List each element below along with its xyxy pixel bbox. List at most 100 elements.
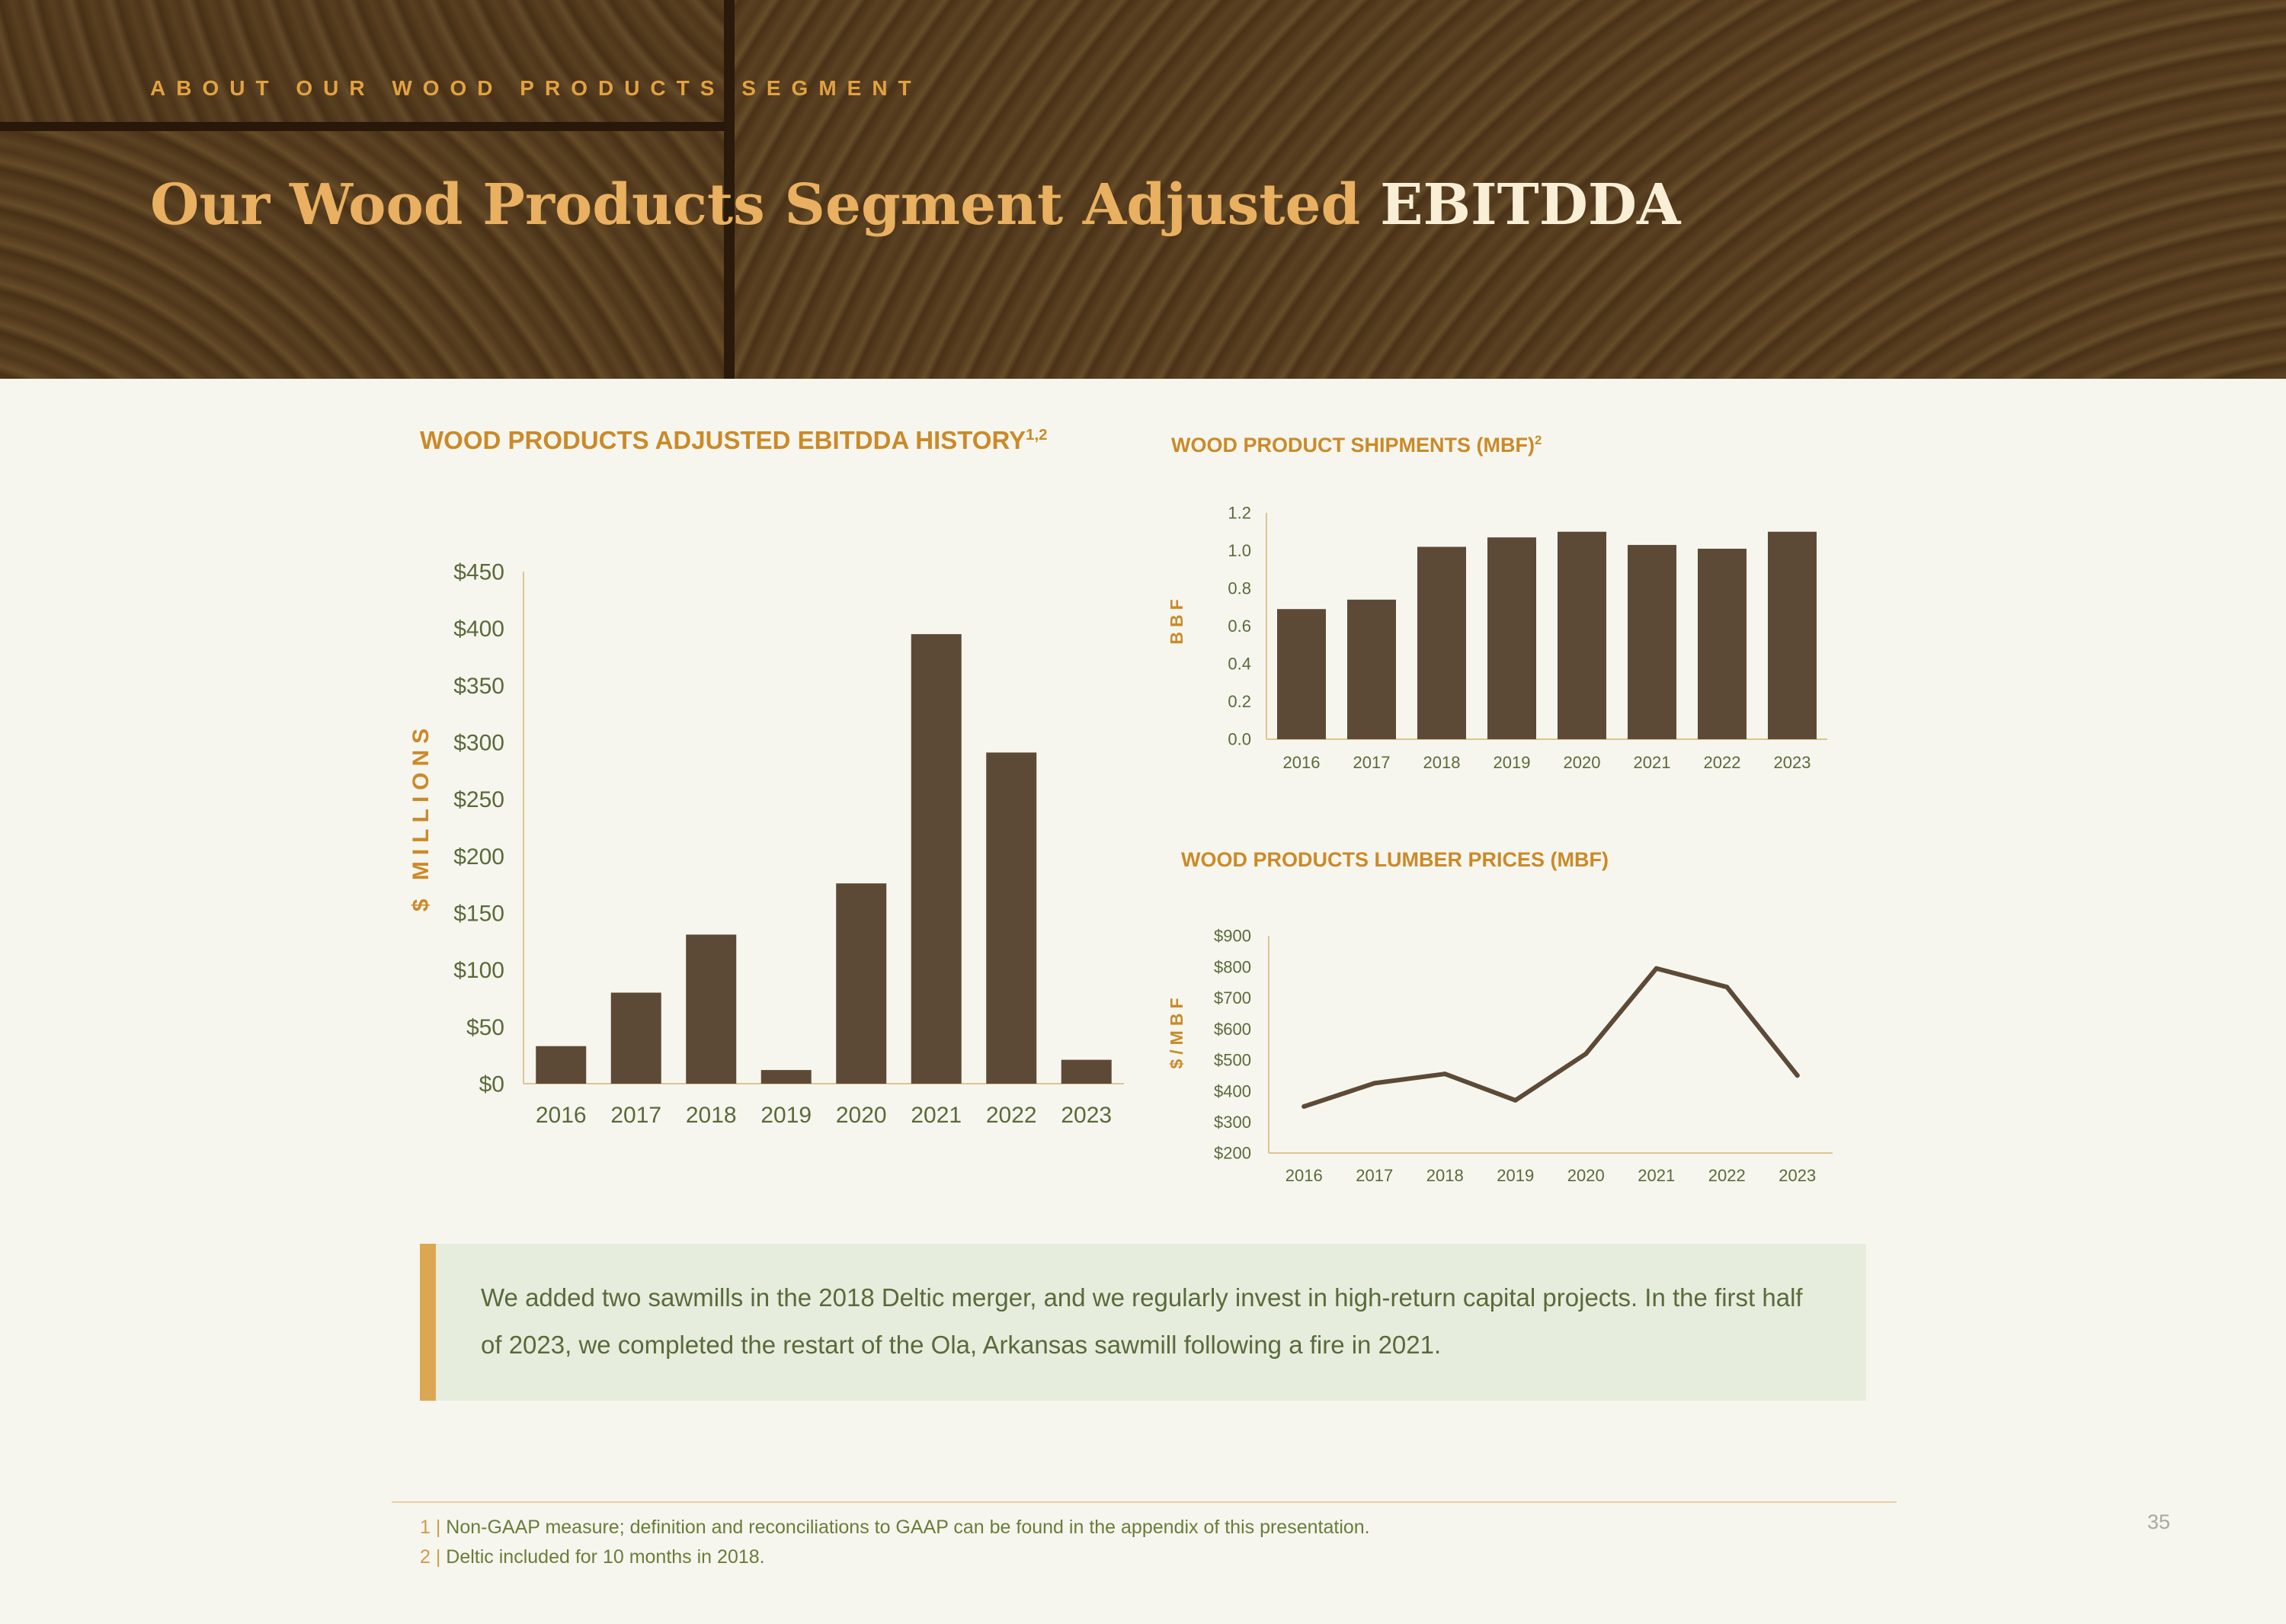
prices-data-point xyxy=(1513,1097,1518,1103)
shipments-x-tick-label: 2020 xyxy=(1564,753,1601,772)
shipments-bar xyxy=(1698,549,1747,739)
footnote-1-text: Non-GAAP measure; definition and reconci… xyxy=(446,1517,1370,1538)
ebitdda-bar xyxy=(836,883,887,1084)
ebitdda-y-tick-label: $150 xyxy=(453,902,504,927)
ebitdda-y-axis-label: $ MILLIONS xyxy=(408,722,434,911)
prices-x-tick-label: 2021 xyxy=(1638,1166,1675,1185)
shipments-bar xyxy=(1487,537,1536,739)
wood-seam xyxy=(0,122,728,131)
header-banner: ABOUT OUR WOOD PRODUCTS SEGMENT Our Wood… xyxy=(0,0,2286,379)
prices-chart-title: WOOD PRODUCTS LUMBER PRICES (MBF) xyxy=(1181,848,1609,871)
page-title: Our Wood Products Segment Adjusted EBITD… xyxy=(150,172,1680,238)
ebitdda-bar xyxy=(536,1046,587,1084)
prices-data-point xyxy=(1301,1103,1307,1109)
prices-data-point xyxy=(1724,985,1730,990)
prices-y-tick-label: $200 xyxy=(1214,1144,1251,1163)
page-title-main: Our Wood Products Segment Adjusted xyxy=(150,172,1361,238)
shipments-x-tick-label: 2023 xyxy=(1774,753,1811,772)
callout-text: We added two sawmills in the 2018 Deltic… xyxy=(481,1283,1803,1359)
shipments-chart: 0.0 0.2 0.4 0.6 0.8 1.0 1.2 BBF 2016 2017 2018 2019… xyxy=(1167,504,1827,772)
shipments-bar xyxy=(1768,531,1817,739)
ebitdda-y-tick-label: $100 xyxy=(453,958,504,983)
ebitdda-x-tick-label: 2020 xyxy=(836,1103,887,1128)
shipments-y-tick-label: 1.0 xyxy=(1228,541,1251,560)
shipments-y-tick-label: 1.2 xyxy=(1228,504,1251,523)
ebitdda-bar xyxy=(1061,1059,1112,1084)
section-eyebrow: ABOUT OUR WOOD PRODUCTS SEGMENT xyxy=(150,76,922,100)
shipments-x-tick-label: 2016 xyxy=(1283,753,1321,772)
wood-texture-block xyxy=(0,130,728,379)
prices-x-tick-label: 2019 xyxy=(1497,1166,1534,1185)
prices-y-tick-label: $500 xyxy=(1214,1051,1251,1070)
prices-y-tick-label: $700 xyxy=(1214,988,1251,1007)
shipments-y-tick-label: 0.4 xyxy=(1228,655,1251,674)
footnote-1: 1 | Non-GAAP measure; definition and rec… xyxy=(420,1517,1370,1539)
prices-y-tick-label: $900 xyxy=(1214,927,1251,946)
shipments-bar xyxy=(1417,546,1466,739)
shipments-bar xyxy=(1277,609,1326,739)
shipments-chart-title: WOOD PRODUCT SHIPMENTS (MBF)2 xyxy=(1171,433,1542,457)
ebitdda-bar xyxy=(686,934,737,1084)
shipments-chart-title-text: WOOD PRODUCT SHIPMENTS (MBF) xyxy=(1171,434,1535,456)
shipments-y-axis-label: BBF xyxy=(1167,594,1186,644)
prices-data-point xyxy=(1372,1081,1377,1086)
ebitdda-chart-title-text: WOOD PRODUCTS ADJUSTED EBITDDA HISTORY xyxy=(420,426,1026,454)
ebitdda-chart-title-footnote: 1,2 xyxy=(1026,426,1048,444)
ebitdda-y-tick-label: $300 xyxy=(453,731,504,756)
shipments-y-tick-label: 0.6 xyxy=(1228,617,1251,636)
prices-x-tick-label: 2017 xyxy=(1356,1166,1393,1185)
shipments-y-tick-label: 0.2 xyxy=(1228,692,1251,711)
prices-data-point xyxy=(1442,1071,1448,1077)
ebitdda-y-tick-label: $250 xyxy=(453,787,504,812)
shipments-bar xyxy=(1628,545,1676,739)
wood-texture-block xyxy=(0,0,728,122)
ebitdda-bar xyxy=(610,992,661,1084)
prices-chart: $200 $300 $400 $500 $600 $700 $800 $900 $/MBF 201… xyxy=(1167,927,1833,1185)
prices-y-tick-label: $400 xyxy=(1214,1081,1251,1100)
shipments-bar xyxy=(1558,531,1606,739)
footnote-1-number: 1 | xyxy=(420,1517,441,1538)
ebitdda-y-tick-label: $0 xyxy=(479,1072,504,1097)
ebitdda-y-tick-label: $400 xyxy=(453,617,504,642)
ebitdda-y-tick-label: $350 xyxy=(453,674,504,699)
footnote-divider xyxy=(392,1501,1897,1503)
shipments-x-tick-label: 2018 xyxy=(1423,753,1461,772)
banner-shade xyxy=(0,0,2286,379)
ebitdda-y-tick-label: $450 xyxy=(453,560,504,585)
shipments-chart-title-footnote: 2 xyxy=(1534,433,1542,447)
ebitdda-bar xyxy=(760,1070,812,1084)
shipments-x-tick-label: 2022 xyxy=(1704,753,1741,772)
prices-data-point xyxy=(1583,1051,1589,1056)
ebitdda-x-tick-label: 2018 xyxy=(686,1103,737,1128)
wood-seam xyxy=(724,0,735,379)
ebitdda-x-tick-label: 2016 xyxy=(536,1103,587,1128)
footnote-2-number: 2 | xyxy=(420,1546,441,1568)
page-title-highlight: EBITDDA xyxy=(1380,172,1681,238)
prices-data-point xyxy=(1654,966,1659,971)
footnote-2: 2 | Deltic included for 10 months in 201… xyxy=(420,1546,765,1568)
prices-x-tick-label: 2022 xyxy=(1708,1166,1746,1185)
ebitdda-x-tick-label: 2019 xyxy=(760,1103,812,1128)
prices-x-tick-label: 2020 xyxy=(1567,1166,1605,1185)
ebitdda-x-tick-label: 2022 xyxy=(986,1103,1037,1128)
prices-y-axis-label: $/MBF xyxy=(1167,994,1186,1069)
ebitdda-y-tick-label: $50 xyxy=(466,1015,504,1040)
ebitdda-x-tick-label: 2017 xyxy=(610,1103,661,1128)
ebitdda-chart-title: WOOD PRODUCTS ADJUSTED EBITDDA HISTORY1,… xyxy=(420,426,1048,455)
prices-data-point xyxy=(1795,1073,1800,1078)
prices-x-tick-label: 2018 xyxy=(1426,1166,1464,1185)
prices-x-tick-label: 2023 xyxy=(1779,1166,1816,1185)
ebitdda-bar xyxy=(986,752,1037,1084)
prices-series-line xyxy=(1301,966,1800,1109)
prices-y-tick-label: $300 xyxy=(1214,1113,1251,1132)
footnote-2-text: Deltic included for 10 months in 2018. xyxy=(446,1546,765,1568)
ebitdda-y-tick-label: $200 xyxy=(453,844,504,870)
ebitdda-bar xyxy=(911,634,962,1084)
ebitdda-x-tick-label: 2021 xyxy=(911,1103,962,1128)
callout-accent-bar xyxy=(420,1244,436,1401)
page-number: 35 xyxy=(2147,1510,2171,1533)
shipments-x-tick-label: 2021 xyxy=(1634,753,1671,772)
shipments-y-tick-label: 0.8 xyxy=(1228,579,1251,598)
prices-y-tick-label: $800 xyxy=(1214,957,1251,976)
